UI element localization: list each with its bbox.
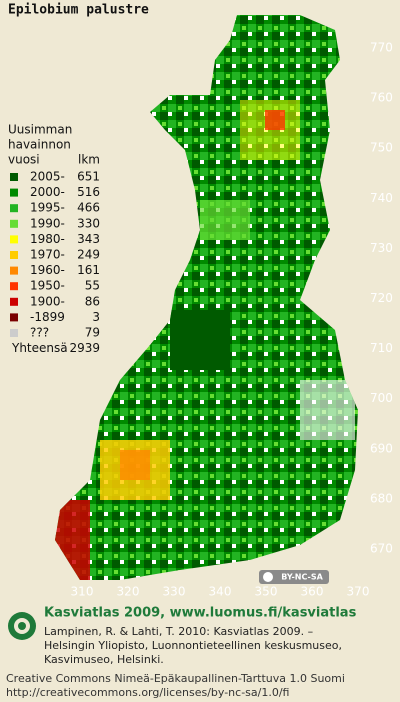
- y-tick-label: 680: [370, 491, 393, 505]
- legend-count: 79: [85, 326, 100, 340]
- legend-label: 1950-: [30, 279, 65, 293]
- legend-total: 2939: [69, 341, 100, 355]
- legend-count: 86: [85, 294, 100, 308]
- license-text: Creative Commons Nimeä-Epäkaupallinen-Ta…: [6, 672, 345, 685]
- legend-count: 161: [77, 263, 100, 277]
- legend-label: 1960-: [30, 263, 65, 277]
- legend-label: ???: [30, 326, 49, 340]
- legend-swatch: [10, 235, 18, 244]
- legend-swatch: [10, 188, 18, 197]
- y-tick-label: 710: [370, 341, 393, 355]
- legend-count: 249: [77, 248, 100, 262]
- map-title: Epilobium palustre: [8, 3, 149, 18]
- citation: Kasvimuseo, Helsinki.: [44, 653, 164, 666]
- legend-count: 343: [77, 232, 100, 246]
- y-tick-label: 730: [370, 241, 393, 255]
- legend-count: 330: [77, 216, 100, 230]
- legend-heading: havainnon: [8, 138, 71, 152]
- x-tick-label: 340: [209, 585, 232, 599]
- legend-swatch: [10, 266, 18, 275]
- legend-label: 2005-: [30, 170, 65, 184]
- legend-label: -1899: [30, 310, 65, 324]
- legend-count: 466: [77, 201, 100, 215]
- x-tick-label: 350: [255, 585, 278, 599]
- legend-swatch: [10, 173, 18, 181]
- coordinate-ticks: 770 760 750 740 730 720 710 700 690 680 670 310 320 3…: [71, 41, 393, 599]
- legend-swatch: [10, 251, 18, 259]
- legend-swatch: [10, 282, 18, 291]
- license-url: http://creativecommons.org/licenses/by-n…: [6, 686, 289, 699]
- legend-label: 1980-: [30, 232, 65, 246]
- legend-swatch: [10, 297, 18, 306]
- legend-label: 1900-: [30, 294, 65, 308]
- legend-count: 3: [92, 310, 100, 324]
- y-tick-label: 760: [370, 91, 393, 105]
- x-tick-label: 310: [71, 585, 94, 599]
- legend-heading: Uusimman: [8, 123, 72, 137]
- y-tick-label: 700: [370, 391, 393, 405]
- x-tick-label: 320: [117, 585, 140, 599]
- legend: Uusimman havainnon vuosi lkm 2005- 651 200…: [8, 123, 100, 356]
- x-tick-label: 330: [163, 585, 186, 599]
- y-tick-label: 670: [370, 542, 393, 556]
- badge-text: BY-NC-SA: [281, 573, 323, 582]
- x-tick-label: 360: [301, 585, 324, 599]
- legend-label: 1990-: [30, 216, 65, 230]
- x-tick-label: 370: [347, 585, 370, 599]
- license-badge: BY-NC-SA: [259, 570, 329, 584]
- y-tick-label: 690: [370, 441, 393, 455]
- legend-label: 1995-: [30, 201, 65, 215]
- y-tick-label: 750: [370, 141, 393, 155]
- legend-swatch: [10, 204, 18, 213]
- legend-label: 1970-: [30, 248, 65, 262]
- y-tick-label: 720: [370, 291, 393, 305]
- citation: Lampinen, R. & Lahti, T. 2010: Kasviatla…: [44, 625, 313, 638]
- legend-col-header: vuosi: [8, 153, 40, 167]
- legend-count: 55: [85, 279, 100, 293]
- map-area: BY-NC-SA: [55, 15, 358, 584]
- legend-swatch: [10, 313, 18, 322]
- legend-count: 651: [77, 170, 100, 184]
- y-tick-label: 770: [370, 41, 393, 55]
- legend-count: 516: [77, 185, 100, 199]
- footer: Kasviatlas 2009, www.luomus.fi/kasviatla…: [6, 606, 357, 700]
- map-patches: [55, 100, 355, 580]
- legend-swatch: [10, 219, 18, 228]
- legend-label: 2000-: [30, 185, 65, 199]
- legend-swatch: [10, 329, 18, 337]
- legend-col-header: lkm: [78, 153, 100, 167]
- citation: Helsingin Yliopisto, Luonnontieteellinen…: [44, 639, 342, 652]
- site-name: Kasviatlas 2009, www.luomus.fi/kasviatla…: [44, 606, 357, 621]
- legend-total-label: Yhteensä: [11, 341, 68, 355]
- y-tick-label: 740: [370, 191, 393, 205]
- logo: [8, 612, 36, 640]
